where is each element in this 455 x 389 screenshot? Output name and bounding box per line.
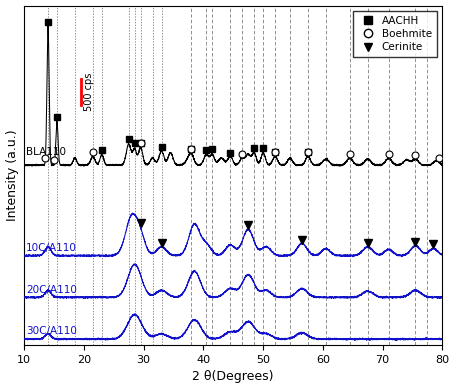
Text: 10C/A110: 10C/A110 <box>26 243 77 253</box>
Text: 20C/A110: 20C/A110 <box>26 284 77 294</box>
Text: 500 cps: 500 cps <box>84 73 94 111</box>
X-axis label: 2 θ(Degrees): 2 θ(Degrees) <box>192 370 274 384</box>
Text: BLA110: BLA110 <box>26 147 66 157</box>
Legend: AACHH, Boehmite, Cerinite: AACHH, Boehmite, Cerinite <box>353 11 437 58</box>
Text: 30C/A110: 30C/A110 <box>26 326 77 336</box>
Y-axis label: Intensity (a.u.): Intensity (a.u.) <box>5 130 19 221</box>
